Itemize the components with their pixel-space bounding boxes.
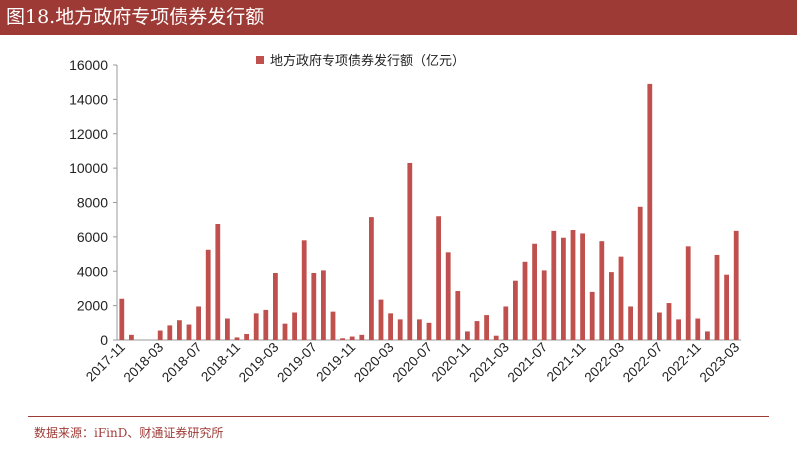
x-tick-label: 2021-07 [505, 340, 551, 386]
bar-2019-02 [263, 309, 269, 340]
bar-2018-03 [157, 330, 163, 340]
bar-2019-06 [301, 240, 307, 340]
bar-2019-05 [292, 312, 297, 340]
bar-2018-09 [215, 223, 221, 340]
bar-2020-02 [378, 299, 384, 340]
bar-2018-05 [177, 320, 182, 340]
x-tick-label: 2021-03 [466, 340, 512, 386]
bar-2021-07 [541, 270, 547, 340]
bar-2020-07 [426, 322, 432, 340]
x-tick-label: 2020-07 [389, 340, 435, 386]
y-tick-label: 4000 [77, 263, 108, 279]
bar-2020-03 [388, 313, 393, 340]
bar-2020-06 [417, 319, 422, 341]
bar-2021-02 [493, 335, 499, 340]
bar-2019-11 [349, 336, 355, 340]
bar-2021-01 [484, 315, 489, 340]
bar-2019-04 [282, 323, 288, 340]
x-tick-label: 2018-03 [121, 340, 167, 386]
x-tick-label: 2018-11 [198, 340, 243, 385]
x-tick-label: 2022-07 [620, 340, 666, 386]
bar-2021-12 [589, 291, 595, 341]
bar-2023-03 [733, 230, 739, 340]
bar-2018-04 [167, 325, 173, 340]
bar-2022-07 [657, 312, 662, 340]
bar-2021-11 [580, 233, 585, 340]
bar-2018-12 [244, 333, 249, 340]
bar-2019-03 [273, 272, 278, 340]
bar-2022-06 [647, 83, 653, 340]
bar-2017-11 [119, 298, 125, 340]
x-tick-label: 2023-03 [697, 340, 743, 386]
bar-2022-02 [609, 272, 614, 340]
bar-2022-04 [628, 306, 633, 340]
bar-2020-09 [445, 252, 451, 340]
x-tick-label: 2020-11 [429, 340, 474, 385]
y-tick-label: 12000 [69, 126, 108, 142]
bar-2019-08 [321, 270, 326, 340]
bar-2021-09 [561, 237, 566, 340]
x-tick-label: 2019-07 [274, 340, 320, 386]
x-tick-label: 2019-11 [313, 340, 358, 385]
bar-2020-12 [474, 321, 480, 340]
y-axis: 0 2000 4000 6000 8000 10000 12000 14000 16000 [69, 57, 118, 348]
x-tick-label: 2019-03 [236, 340, 282, 386]
bar-chart: 地方政府专项债券发行额（亿元） 0 2000 4000 6000 8000 10000 12… [69, 53, 743, 386]
legend-swatch [256, 56, 264, 64]
y-tick-label: 8000 [77, 195, 108, 211]
bar-2021-08 [551, 230, 557, 340]
bar-2022-11 [695, 318, 701, 340]
bar-2022-12 [705, 331, 710, 340]
y-tick-label: 6000 [77, 229, 108, 245]
x-tick-label: 2020-03 [351, 340, 397, 386]
bar-2021-10 [570, 230, 576, 340]
bar-2021-03 [503, 306, 509, 340]
bar-2019-12 [359, 334, 365, 340]
bar-2022-10 [685, 246, 691, 340]
y-tick-label: 0 [100, 332, 108, 348]
bar-2018-08 [205, 249, 211, 340]
bar-2020-10 [455, 291, 461, 340]
bar-2022-03 [618, 256, 624, 340]
bar-2021-05 [522, 261, 528, 340]
y-tick-label: 14000 [69, 91, 108, 107]
bottom-divider [28, 416, 769, 417]
bar-2020-08 [436, 216, 441, 340]
bar-2019-09 [330, 311, 336, 340]
bar-series [119, 83, 739, 341]
bar-2020-05 [407, 162, 413, 340]
x-tick-label: 2022-11 [659, 340, 704, 385]
legend-label: 地方政府专项债券发行额（亿元） [270, 53, 465, 69]
bar-2022-09 [676, 319, 681, 341]
y-tick-label: 16000 [69, 57, 108, 73]
bar-2019-07 [311, 272, 317, 340]
bar-2023-01 [714, 254, 720, 340]
y-tick-label: 10000 [69, 160, 108, 176]
bar-2021-04 [513, 280, 518, 340]
bar-2020-04 [397, 319, 403, 341]
bar-2018-10 [225, 318, 230, 340]
bar-2018-11 [234, 337, 240, 340]
x-tick-label: 2021-11 [544, 340, 589, 385]
bar-2023-02 [724, 274, 729, 340]
bar-2021-06 [532, 243, 537, 340]
x-axis: 2017-112018-032018-072018-112019-032019-… [83, 339, 743, 386]
figure-title: 图18.地方政府专项债券发行额 [6, 6, 265, 28]
chart-legend: 地方政府专项债券发行额（亿元） [256, 53, 465, 69]
bar-2020-11 [465, 331, 470, 340]
bar-2022-05 [637, 206, 643, 340]
y-tick-label: 2000 [77, 298, 108, 314]
bar-2018-06 [186, 324, 192, 340]
bar-2022-08 [666, 303, 672, 340]
x-tick-label: 2018-07 [159, 340, 205, 386]
x-tick-label: 2022-03 [581, 340, 627, 386]
bar-2022-01 [599, 241, 605, 340]
figure-title-bar: 图18.地方政府专项债券发行额 [0, 0, 797, 35]
bar-2019-01 [253, 313, 259, 340]
bar-2017-12 [129, 334, 134, 340]
bar-2018-07 [196, 306, 201, 340]
bar-2020-01 [369, 217, 374, 340]
bar-2019-10 [340, 338, 345, 340]
data-source-note: 数据来源：iFinD、财通证券研究所 [34, 426, 224, 440]
